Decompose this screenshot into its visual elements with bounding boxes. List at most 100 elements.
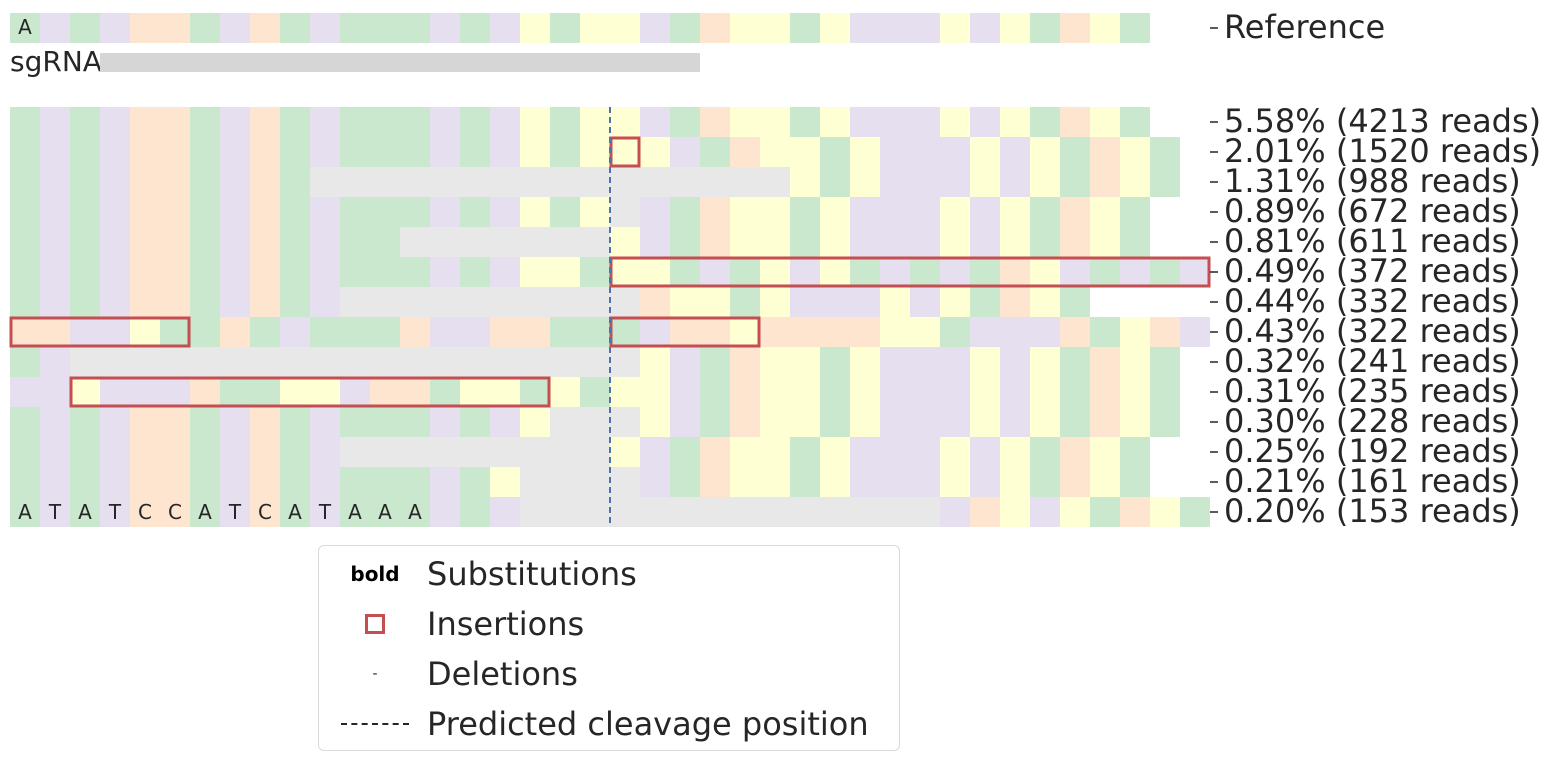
allele-cell: [40, 137, 70, 167]
allele-cell: [160, 287, 190, 317]
allele-cell: [730, 467, 760, 497]
allele-cell: [670, 197, 700, 227]
allele-cell: [490, 347, 520, 377]
allele-cell: [820, 377, 850, 407]
allele-cell: [550, 167, 580, 197]
allele-cell: [490, 467, 520, 497]
legend-label-deletions: Deletions: [427, 655, 578, 693]
allele-cell: [1000, 347, 1030, 377]
allele-cell: [280, 377, 310, 407]
allele-cell: [340, 197, 370, 227]
reference-cell: [1060, 13, 1090, 43]
allele-cell: [790, 197, 820, 227]
allele-cell: [100, 467, 130, 497]
row-label: 0.32% (241 reads): [1224, 342, 1521, 380]
allele-cell: [430, 197, 460, 227]
allele-cell: [340, 347, 370, 377]
allele-cell: [580, 257, 610, 287]
allele-cell: [430, 377, 460, 407]
allele-cell: [610, 167, 640, 197]
allele-cell: [670, 227, 700, 257]
allele-cell: [70, 317, 100, 347]
allele-cell: [1060, 347, 1090, 377]
reference-cell: [160, 13, 190, 43]
allele-letter: T: [228, 500, 242, 524]
reference-cell: [280, 13, 310, 43]
allele-cell: [220, 227, 250, 257]
allele-cell: [730, 497, 760, 527]
allele-cell: [190, 437, 220, 467]
allele-cell: [1120, 347, 1150, 377]
allele-cell: [910, 377, 940, 407]
allele-cell: [1150, 497, 1180, 527]
reference-cell: [460, 13, 490, 43]
allele-cell: [610, 377, 640, 407]
allele-cell: [400, 467, 430, 497]
allele-cell: [70, 347, 100, 377]
allele-cell: [640, 107, 670, 137]
allele-cell: [730, 257, 760, 287]
allele-cell: [760, 377, 790, 407]
reference-cell: [250, 13, 280, 43]
reference-cell: [130, 13, 160, 43]
allele-cell: [40, 197, 70, 227]
allele-cell: [370, 107, 400, 137]
allele-cell: [1120, 467, 1150, 497]
allele-cell: [130, 437, 160, 467]
allele-letter: A: [288, 500, 302, 524]
allele-cell: [370, 377, 400, 407]
allele-cell: [190, 287, 220, 317]
row-label: 0.89% (672 reads): [1224, 192, 1521, 230]
allele-cell: [910, 437, 940, 467]
allele-cell: [250, 377, 280, 407]
allele-cell: [430, 167, 460, 197]
reference-cell: [400, 13, 430, 43]
allele-cell: [40, 497, 70, 527]
allele-cell: [160, 377, 190, 407]
allele-cell: [850, 497, 880, 527]
allele-cell: [1150, 377, 1180, 407]
allele-cell: [1000, 467, 1030, 497]
allele-cell: [220, 467, 250, 497]
allele-cell: [670, 137, 700, 167]
allele-cell: [280, 227, 310, 257]
allele-cell: [1150, 347, 1180, 377]
allele-cell: [310, 317, 340, 347]
allele-cell: [340, 407, 370, 437]
allele-cell: [190, 197, 220, 227]
allele-cell: [880, 227, 910, 257]
allele-cell: [880, 377, 910, 407]
allele-cell: [340, 497, 370, 527]
allele-cell: [790, 497, 820, 527]
allele-cell: [310, 197, 340, 227]
allele-cell: [820, 197, 850, 227]
reference-cell: [820, 13, 850, 43]
allele-cell: [640, 287, 670, 317]
allele-cell: [550, 257, 580, 287]
allele-cell: [1090, 197, 1120, 227]
allele-cell: [160, 167, 190, 197]
allele-cell: [910, 287, 940, 317]
allele-cell: [1150, 317, 1180, 347]
allele-cell: [670, 407, 700, 437]
allele-cell: [400, 257, 430, 287]
allele-cell: [580, 317, 610, 347]
allele-cell: [730, 317, 760, 347]
allele-cell: [280, 107, 310, 137]
row-label: 0.30% (228 reads): [1224, 402, 1521, 440]
allele-cell: [250, 107, 280, 137]
allele-cell: [940, 317, 970, 347]
allele-cell: [940, 287, 970, 317]
allele-cell: [880, 437, 910, 467]
allele-cell: [850, 467, 880, 497]
reference-cell: [190, 13, 220, 43]
allele-cell: [1030, 317, 1060, 347]
allele-cell: [1090, 137, 1120, 167]
allele-cell: [760, 137, 790, 167]
allele-cell: [430, 347, 460, 377]
allele-cell: [850, 197, 880, 227]
allele-cell: [460, 377, 490, 407]
allele-cell: [130, 257, 160, 287]
allele-cell: [730, 227, 760, 257]
allele-cell: [850, 137, 880, 167]
